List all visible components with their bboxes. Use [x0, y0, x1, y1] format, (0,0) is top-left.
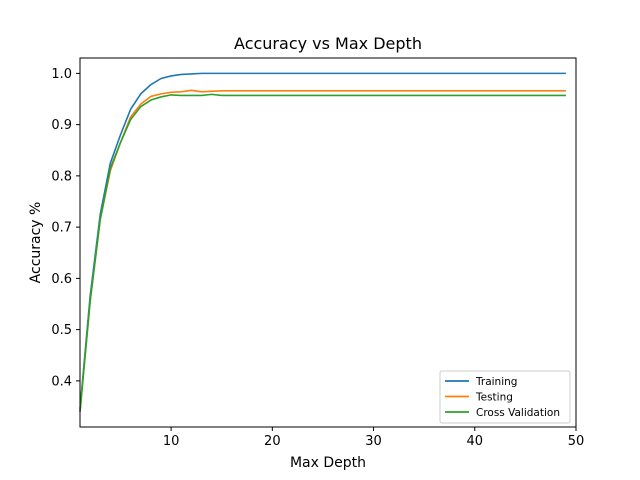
y-tick-label: 0.9: [51, 118, 72, 133]
x-axis-ticks: 10 20 30 40 50: [163, 427, 584, 449]
y-axis-ticks: 0.4 0.5 0.6 0.7 0.8 0.9 1.0: [51, 67, 80, 389]
x-tick-label: 50: [568, 434, 585, 449]
x-tick-label: 30: [365, 434, 382, 449]
y-tick-label: 0.6: [51, 272, 72, 287]
chart-title: Accuracy vs Max Depth: [234, 34, 422, 53]
x-tick-label: 20: [264, 434, 281, 449]
y-tick-label: 0.8: [51, 169, 72, 184]
series-layer: [79, 72, 566, 412]
legend-label-0: Training: [475, 376, 517, 388]
x-tick-label: 10: [163, 434, 180, 449]
series-line-2: [79, 93, 566, 412]
legend-box: [439, 370, 571, 424]
y-tick-label: 0.7: [51, 221, 72, 236]
y-tick-label: 0.4: [51, 374, 72, 389]
plot-frame: [79, 57, 577, 428]
legend: Training Testing Cross Validation: [439, 370, 571, 424]
x-axis-label: Max Depth: [290, 455, 366, 471]
series-line-0: [79, 72, 566, 410]
y-axis-label: Accuracy %: [28, 202, 44, 284]
x-tick-label: 40: [467, 434, 484, 449]
y-tick-label: 0.5: [51, 323, 72, 338]
y-tick-label: 1.0: [51, 67, 72, 82]
legend-label-2: Cross Validation: [476, 407, 560, 419]
series-line-1: [79, 89, 566, 412]
legend-label-1: Testing: [475, 391, 513, 403]
